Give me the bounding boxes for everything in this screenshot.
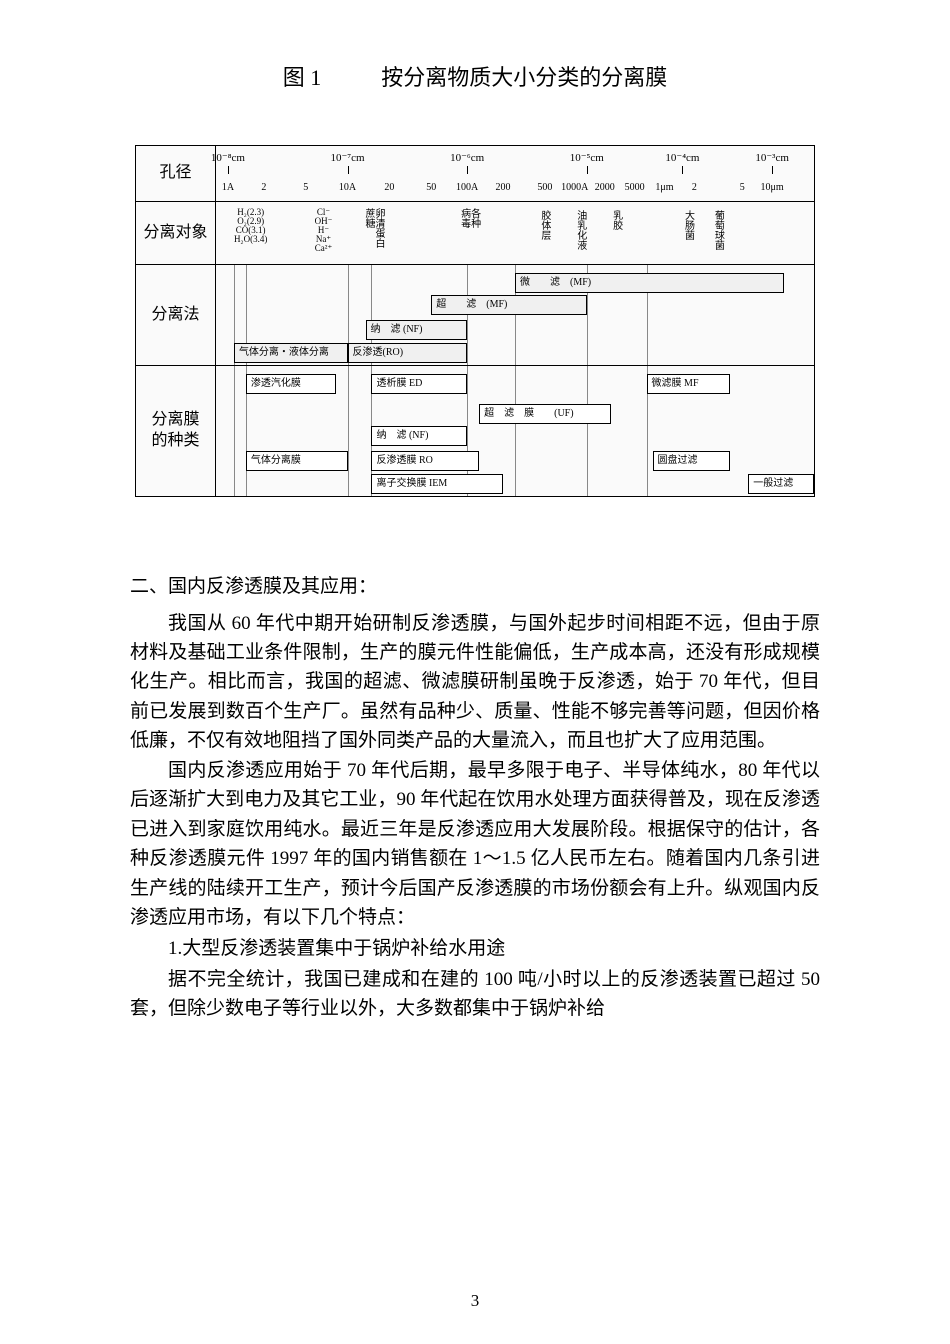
membrane-type: 微滤膜 MF [647,374,731,394]
scale-minor-label: 50 [426,180,436,196]
scale-tick [467,166,468,174]
membrane-type: 一般过滤 [748,474,814,494]
scale-major-label: 10⁻⁸cm [211,150,245,168]
separation-method: 纳 滤 (NF) [366,320,468,340]
scale-minor-label: 100A [456,180,478,196]
guide-line [348,366,349,496]
scale-minor-label: 200 [496,180,511,196]
scale-minor-label: 5 [740,180,745,196]
figure-caption: 按分离物质大小分类的分离膜 [381,65,667,90]
membrane-type: 纳 滤 (NF) [371,426,467,446]
scale-tick [682,166,683,174]
scale-major-label: 10⁻³cm [755,150,789,168]
separation-object: 油乳化液 [575,210,586,250]
scale-content: 10⁻⁸cm10⁻⁷cm10⁻⁶cm10⁻⁵cm10⁻⁴cm10⁻³cm1A25… [216,146,814,201]
objects-label: 分离对象 [136,202,216,264]
paragraph-2: 国内反渗透应用始于 70 年代后期，最早多限于电子、半导体纯水，80 年代以后逐… [130,756,820,933]
guide-line [515,366,516,496]
separation-object: 胶体层 [539,210,550,240]
membrane-type: 离子交换膜 IEM [371,474,503,494]
membrane-type: 反渗透膜 RO [371,451,479,471]
scale-minor-label: 1A [222,180,234,196]
figure-number: 图 1 [283,65,322,90]
objects-row: 分离对象 H₂(2.3)O₂(2.9)CO(3.1)H₂O(3.4) Cl⁻OH⁻… [136,202,814,265]
types-label: 分离膜的种类 [136,366,216,496]
pore-label: 孔径 [136,146,216,201]
scale-minor-label: 2 [692,180,697,196]
membrane-type: 透析膜 ED [371,374,467,394]
separation-object: 蔗卵糖清 蛋 白 [366,210,386,250]
methods-label: 分离法 [136,265,216,365]
separation-object: H₂(2.3)O₂(2.9)CO(3.1)H₂O(3.4) [234,208,267,244]
guide-line [587,366,588,496]
scale-minor-label: 5000 [625,180,645,196]
separation-object: 葡萄球菌 [712,210,723,250]
separation-method: 气体分离・液体分离 [234,343,348,363]
scale-minor-label: 20 [384,180,394,196]
membrane-type: 超 滤 膜 (UF) [479,404,611,424]
membrane-type: 圆盘过滤 [653,451,731,471]
scale-minor-label: 1000A [561,180,588,196]
scale-minor-label: 2000 [595,180,615,196]
types-content: 渗透汽化膜 透析膜 ED 超 滤 膜 (UF) 纳 滤 (NF) 气体分离膜 反渗透膜 R… [216,366,814,496]
section-heading: 二、国内反渗透膜及其应用： [130,572,820,602]
separation-object: 乳胶 [611,210,622,230]
methods-row: 分离法 气体分离・液体分离反渗透(RO) 纳 滤 (NF) 超 滤 (MF)微 滤 … [136,265,814,366]
scale-tick [587,166,588,174]
scale-minor-label: 2 [261,180,266,196]
membrane-type: 渗透汽化膜 [246,374,336,394]
scale-major-label: 10⁻⁴cm [665,150,699,168]
scale-tick [348,166,349,174]
scale-tick [772,166,773,174]
page-number: 3 [471,1287,480,1314]
subheading-1: 1.大型反渗透装置集中于锅炉补给水用途 [130,934,820,964]
guide-line [234,366,235,496]
paragraph-3: 据不完全统计，我国已建成和在建的 100 吨/小时以上的反渗透装置已超过 50 … [130,965,820,1024]
separation-object: 病各毒种 [461,210,481,230]
scale-major-label: 10⁻⁵cm [570,150,604,168]
separation-chart: 孔径 10⁻⁸cm 10⁻⁷cm 10⁻⁶cm 10⁻⁵cm 10⁻⁴cm 10⁻³cm 1… [135,145,815,497]
separation-method: 超 滤 (MF) [431,295,587,315]
scale-major-label: 10⁻⁶cm [450,150,484,168]
scale-minor-label: 10μm [761,180,784,196]
figure-title: 图 1 按分离物质大小分类的分离膜 [130,60,820,95]
scale-tick [228,166,229,174]
paragraph-1: 我国从 60 年代中期开始研制反渗透膜，与国外起步时间相距不远，但由于原材料及基… [130,609,820,756]
separation-method: 反渗透(RO) [348,343,468,363]
scale-minor-label: 500 [537,180,552,196]
separation-object: Cl⁻OH⁻H⁻Na⁺Ca²⁺ [315,208,333,253]
membrane-type: 气体分离膜 [246,451,348,471]
separation-object: 大肠菌 [682,210,693,240]
separation-method: 微 滤 (MF) [515,273,784,293]
scale-minor-label: 10A [339,180,356,196]
pore-size-row: 孔径 10⁻⁸cm 10⁻⁷cm 10⁻⁶cm 10⁻⁵cm 10⁻⁴cm 10⁻³cm 1… [136,146,814,202]
types-row: 分离膜的种类 渗透汽化膜 透析膜 ED 超 滤 膜 (UF) 纳 滤 (NF) 气体分离… [136,366,814,496]
guide-line [467,265,468,365]
scale-minor-label: 1μm [655,180,673,196]
scale-minor-label: 5 [303,180,308,196]
methods-content: 气体分离・液体分离反渗透(RO) 纳 滤 (NF) 超 滤 (MF)微 滤 (MF) [216,265,814,365]
objects-content: H₂(2.3)O₂(2.9)CO(3.1)H₂O(3.4) Cl⁻OH⁻H⁻Na⁺… [216,202,814,264]
scale-major-label: 10⁻⁷cm [331,150,365,168]
